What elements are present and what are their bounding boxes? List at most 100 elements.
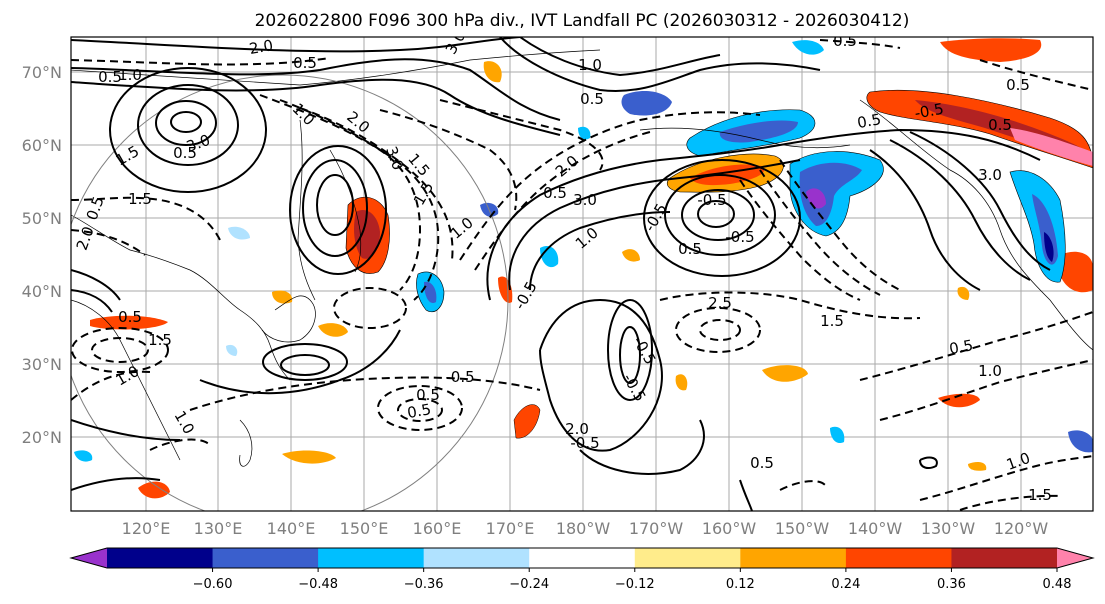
contour-dashed — [91, 337, 149, 363]
contour-label: 3.0 — [978, 166, 1002, 184]
contour-dashed — [439, 99, 604, 171]
colorbar-tick-label: −0.48 — [298, 577, 338, 592]
contour-solid — [109, 67, 267, 193]
contour-label: 1.5 — [820, 312, 844, 330]
colorbar-tick-label: −0.60 — [193, 577, 233, 592]
map-frame — [70, 36, 1094, 512]
coastline-kamchatka — [329, 149, 362, 273]
contour-solid — [71, 78, 561, 136]
lon-tick-label: 120°E — [122, 519, 171, 538]
colorbar-tick-label: −0.12 — [615, 577, 655, 592]
contour-dashed — [859, 311, 1093, 381]
contour-solid — [155, 100, 217, 146]
shade-positive — [483, 61, 502, 83]
lat-tick-label: 30°N — [22, 355, 62, 374]
contour-dashed — [779, 159, 901, 291]
contour-solid — [919, 456, 938, 469]
lon-tick-label: 140°W — [848, 519, 903, 538]
contour-label: 0.5 — [948, 336, 975, 358]
contour-solid — [664, 174, 776, 256]
contour-label: 2.5 — [708, 294, 732, 312]
solid-contours — [71, 37, 1051, 511]
lat-tick-label: 70°N — [22, 63, 62, 82]
lon-tick-label: 130°E — [194, 519, 243, 538]
lon-tick-label: 120°W — [994, 519, 1049, 538]
shade-negative — [578, 126, 591, 140]
contour-solid — [302, 159, 368, 257]
contour-label: 1.0 — [978, 362, 1002, 380]
shade-negative-core — [424, 281, 437, 304]
contour-label: -0.5 — [445, 368, 474, 386]
dashed-contours — [71, 39, 1093, 511]
colorbar-tick-label: 0.48 — [1043, 577, 1072, 592]
contour-dashed — [919, 455, 1093, 501]
contour-label: 0.5 — [678, 240, 702, 258]
contour-solid — [607, 299, 653, 401]
contour-solid — [71, 419, 181, 441]
contour-dashed — [259, 94, 422, 291]
contour-solid — [539, 298, 663, 452]
longitude-labels: 120°E 130°E 140°E 150°E 160°E 170°E 180°W 170°W… — [122, 519, 1049, 538]
contour-label: 0.5 — [543, 184, 567, 202]
lon-tick-label: 170°E — [486, 519, 535, 538]
contour-solid — [681, 189, 755, 241]
contour-label: -0.5 — [725, 228, 754, 246]
contour-label: 0.5 — [293, 54, 317, 72]
contour-dashed — [779, 480, 827, 491]
contour-label: -0.5 — [697, 191, 726, 209]
colorbar-tick-label: 0.36 — [937, 577, 966, 592]
colorbar: −0.60 −0.48 −0.36 −0.24 −0.12 0.12 0.24 0.36 0.4… — [69, 547, 1095, 592]
contour-label: 0.5 — [750, 454, 774, 472]
colorbar-tick-label: −0.24 — [509, 577, 549, 592]
shade-positive — [272, 290, 293, 304]
shade-positive — [1060, 251, 1093, 293]
contour-solid — [499, 37, 821, 92]
contour-dashed — [959, 494, 1061, 511]
contour-solid — [909, 131, 1051, 271]
colorbar-extend-high — [1057, 548, 1093, 568]
contour-label: -0.5 — [570, 434, 599, 452]
shade-negative — [1068, 430, 1093, 453]
colorbar-segment — [740, 548, 847, 568]
contour-solid — [519, 37, 721, 77]
colorbar-segment — [845, 548, 952, 568]
contour-dashed — [879, 359, 1093, 421]
contour-solid — [643, 159, 801, 277]
contour-dashed — [819, 39, 901, 49]
shade-negative — [792, 40, 824, 55]
colorbar-segment — [951, 548, 1058, 568]
lat-tick-label: 50°N — [22, 209, 62, 228]
contour-label: 0.5 — [833, 32, 857, 50]
contour-label: 1.0 — [578, 56, 602, 74]
contour-solid — [289, 145, 387, 275]
contour-solid — [71, 269, 121, 301]
contour-solid — [697, 200, 735, 228]
contour-dashed — [659, 291, 921, 320]
contour-solid — [889, 139, 1031, 281]
contour-dashed — [71, 370, 151, 401]
contour-label: 0.5 — [580, 90, 604, 108]
shade-positive — [90, 315, 168, 330]
colorbar-tick-label: −0.36 — [404, 577, 444, 592]
contour-solid — [486, 128, 1041, 301]
contour-dashed — [71, 327, 169, 373]
coastline-sakhalin — [297, 119, 316, 301]
shade-positive — [866, 89, 1093, 169]
lat-tick-label: 60°N — [22, 136, 62, 155]
lon-tick-label: 130°W — [921, 519, 976, 538]
contour-dashed — [299, 107, 454, 261]
shade-negative-core — [799, 162, 862, 226]
contour-label: 0.5 — [1006, 76, 1030, 94]
contour-dashed — [459, 111, 761, 261]
contour-label: 2.0 — [248, 36, 275, 58]
shade-positive — [513, 404, 541, 439]
colorbar-tick-label: 0.12 — [726, 577, 755, 592]
contour-solid — [316, 174, 354, 236]
contour-solid — [262, 343, 348, 381]
boundary-circle — [71, 74, 509, 511]
contour-dashed — [379, 109, 518, 211]
lon-tick-label: 160°E — [413, 519, 462, 538]
lon-tick-label: 160°W — [702, 519, 757, 538]
contour-solid — [71, 477, 161, 491]
contour-solid — [529, 211, 671, 291]
